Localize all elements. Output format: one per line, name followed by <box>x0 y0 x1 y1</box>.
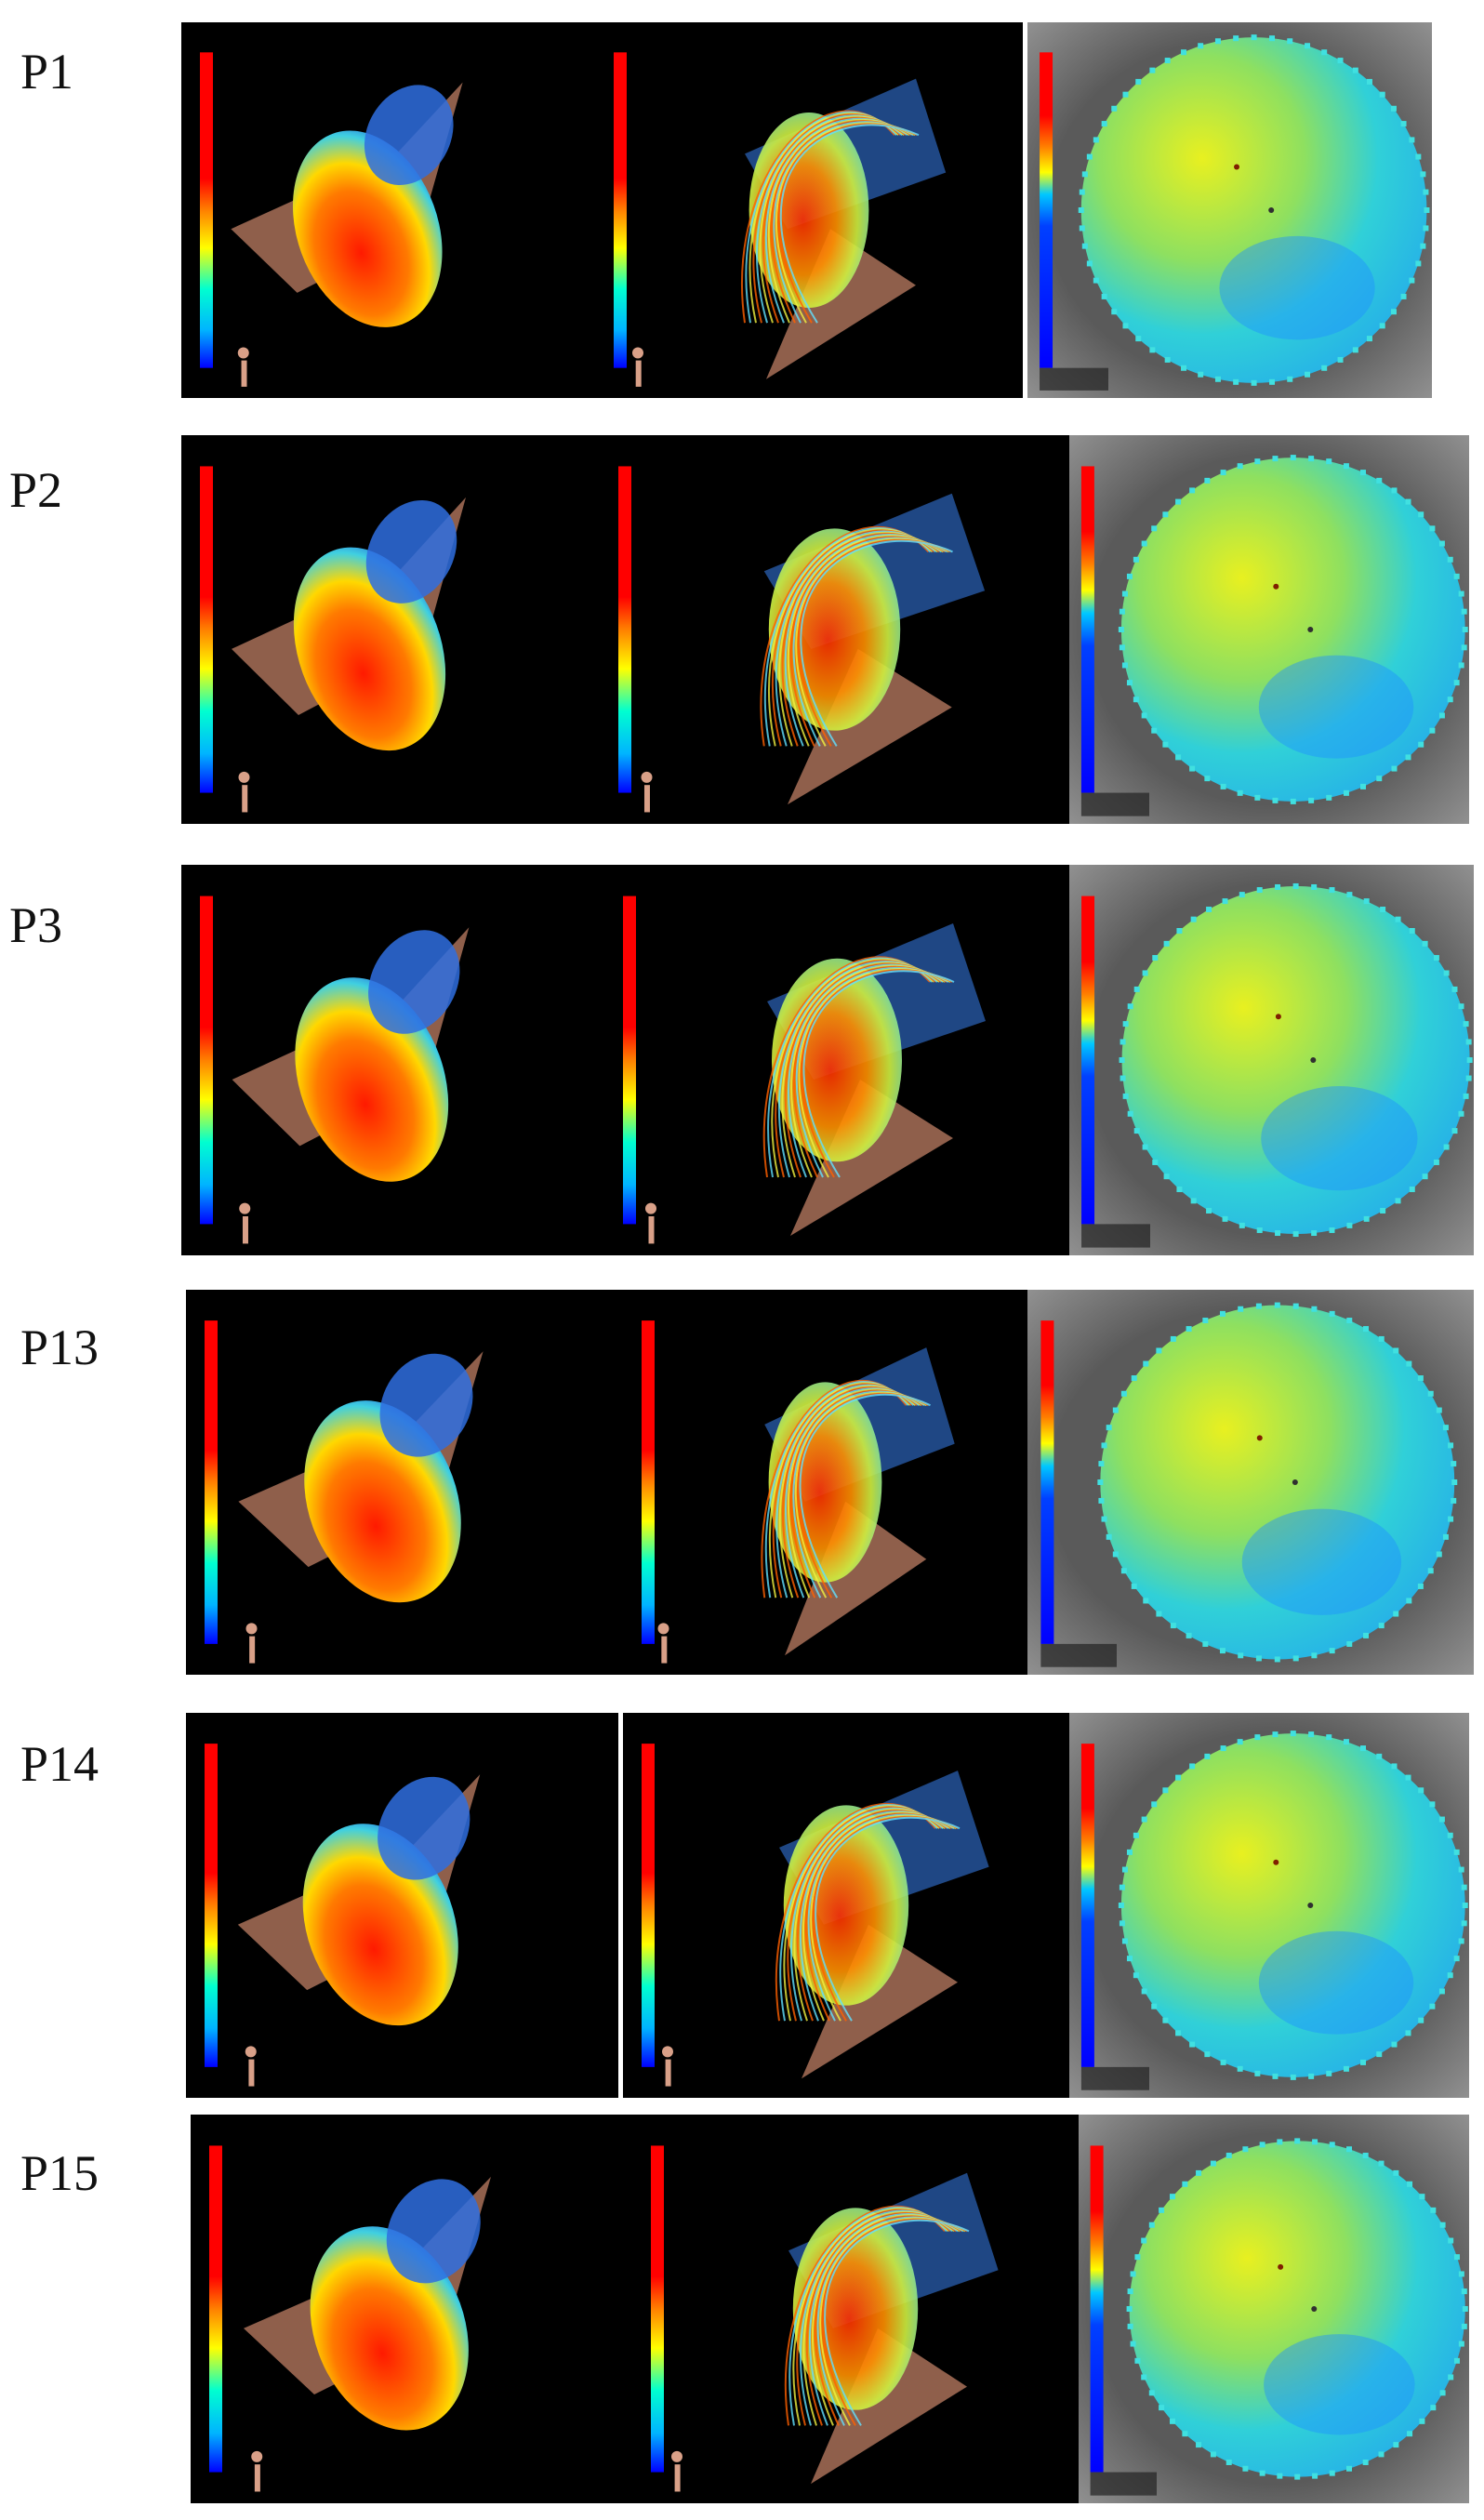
pathline-panel-p1 <box>595 22 1023 398</box>
row-label-p3: P3 <box>9 897 63 953</box>
wss-surface-panel-p13 <box>186 1290 623 1675</box>
wss-surface-panel-p15 <box>191 2115 632 2503</box>
cross-section-map-p1 <box>1027 22 1432 398</box>
wss-surface-panel-p14 <box>186 1713 618 2098</box>
cross-section-map-p2 <box>1069 435 1469 824</box>
wss-surface-panel-p3 <box>181 865 604 1255</box>
pathline-panel-p3 <box>604 865 1069 1255</box>
pathline-panel-p15 <box>632 2115 1079 2503</box>
cross-section-map-p13 <box>1027 1290 1474 1675</box>
pathline-panel-p2 <box>600 435 1069 824</box>
pathline-panel-p13 <box>623 1290 1027 1675</box>
row-label-p14: P14 <box>20 1736 99 1792</box>
cross-section-map-p15 <box>1079 2115 1469 2503</box>
row-label-p15: P15 <box>20 2145 99 2201</box>
wss-surface-panel-p2 <box>181 435 600 824</box>
row-label-p1: P1 <box>20 44 74 99</box>
row-label-p13: P13 <box>20 1320 99 1375</box>
cross-section-map-p3 <box>1069 865 1474 1255</box>
pathline-panel-p14 <box>623 1713 1069 2098</box>
wss-surface-panel-p1 <box>181 22 595 398</box>
row-label-p2: P2 <box>9 462 63 518</box>
cross-section-map-p14 <box>1069 1713 1469 2098</box>
